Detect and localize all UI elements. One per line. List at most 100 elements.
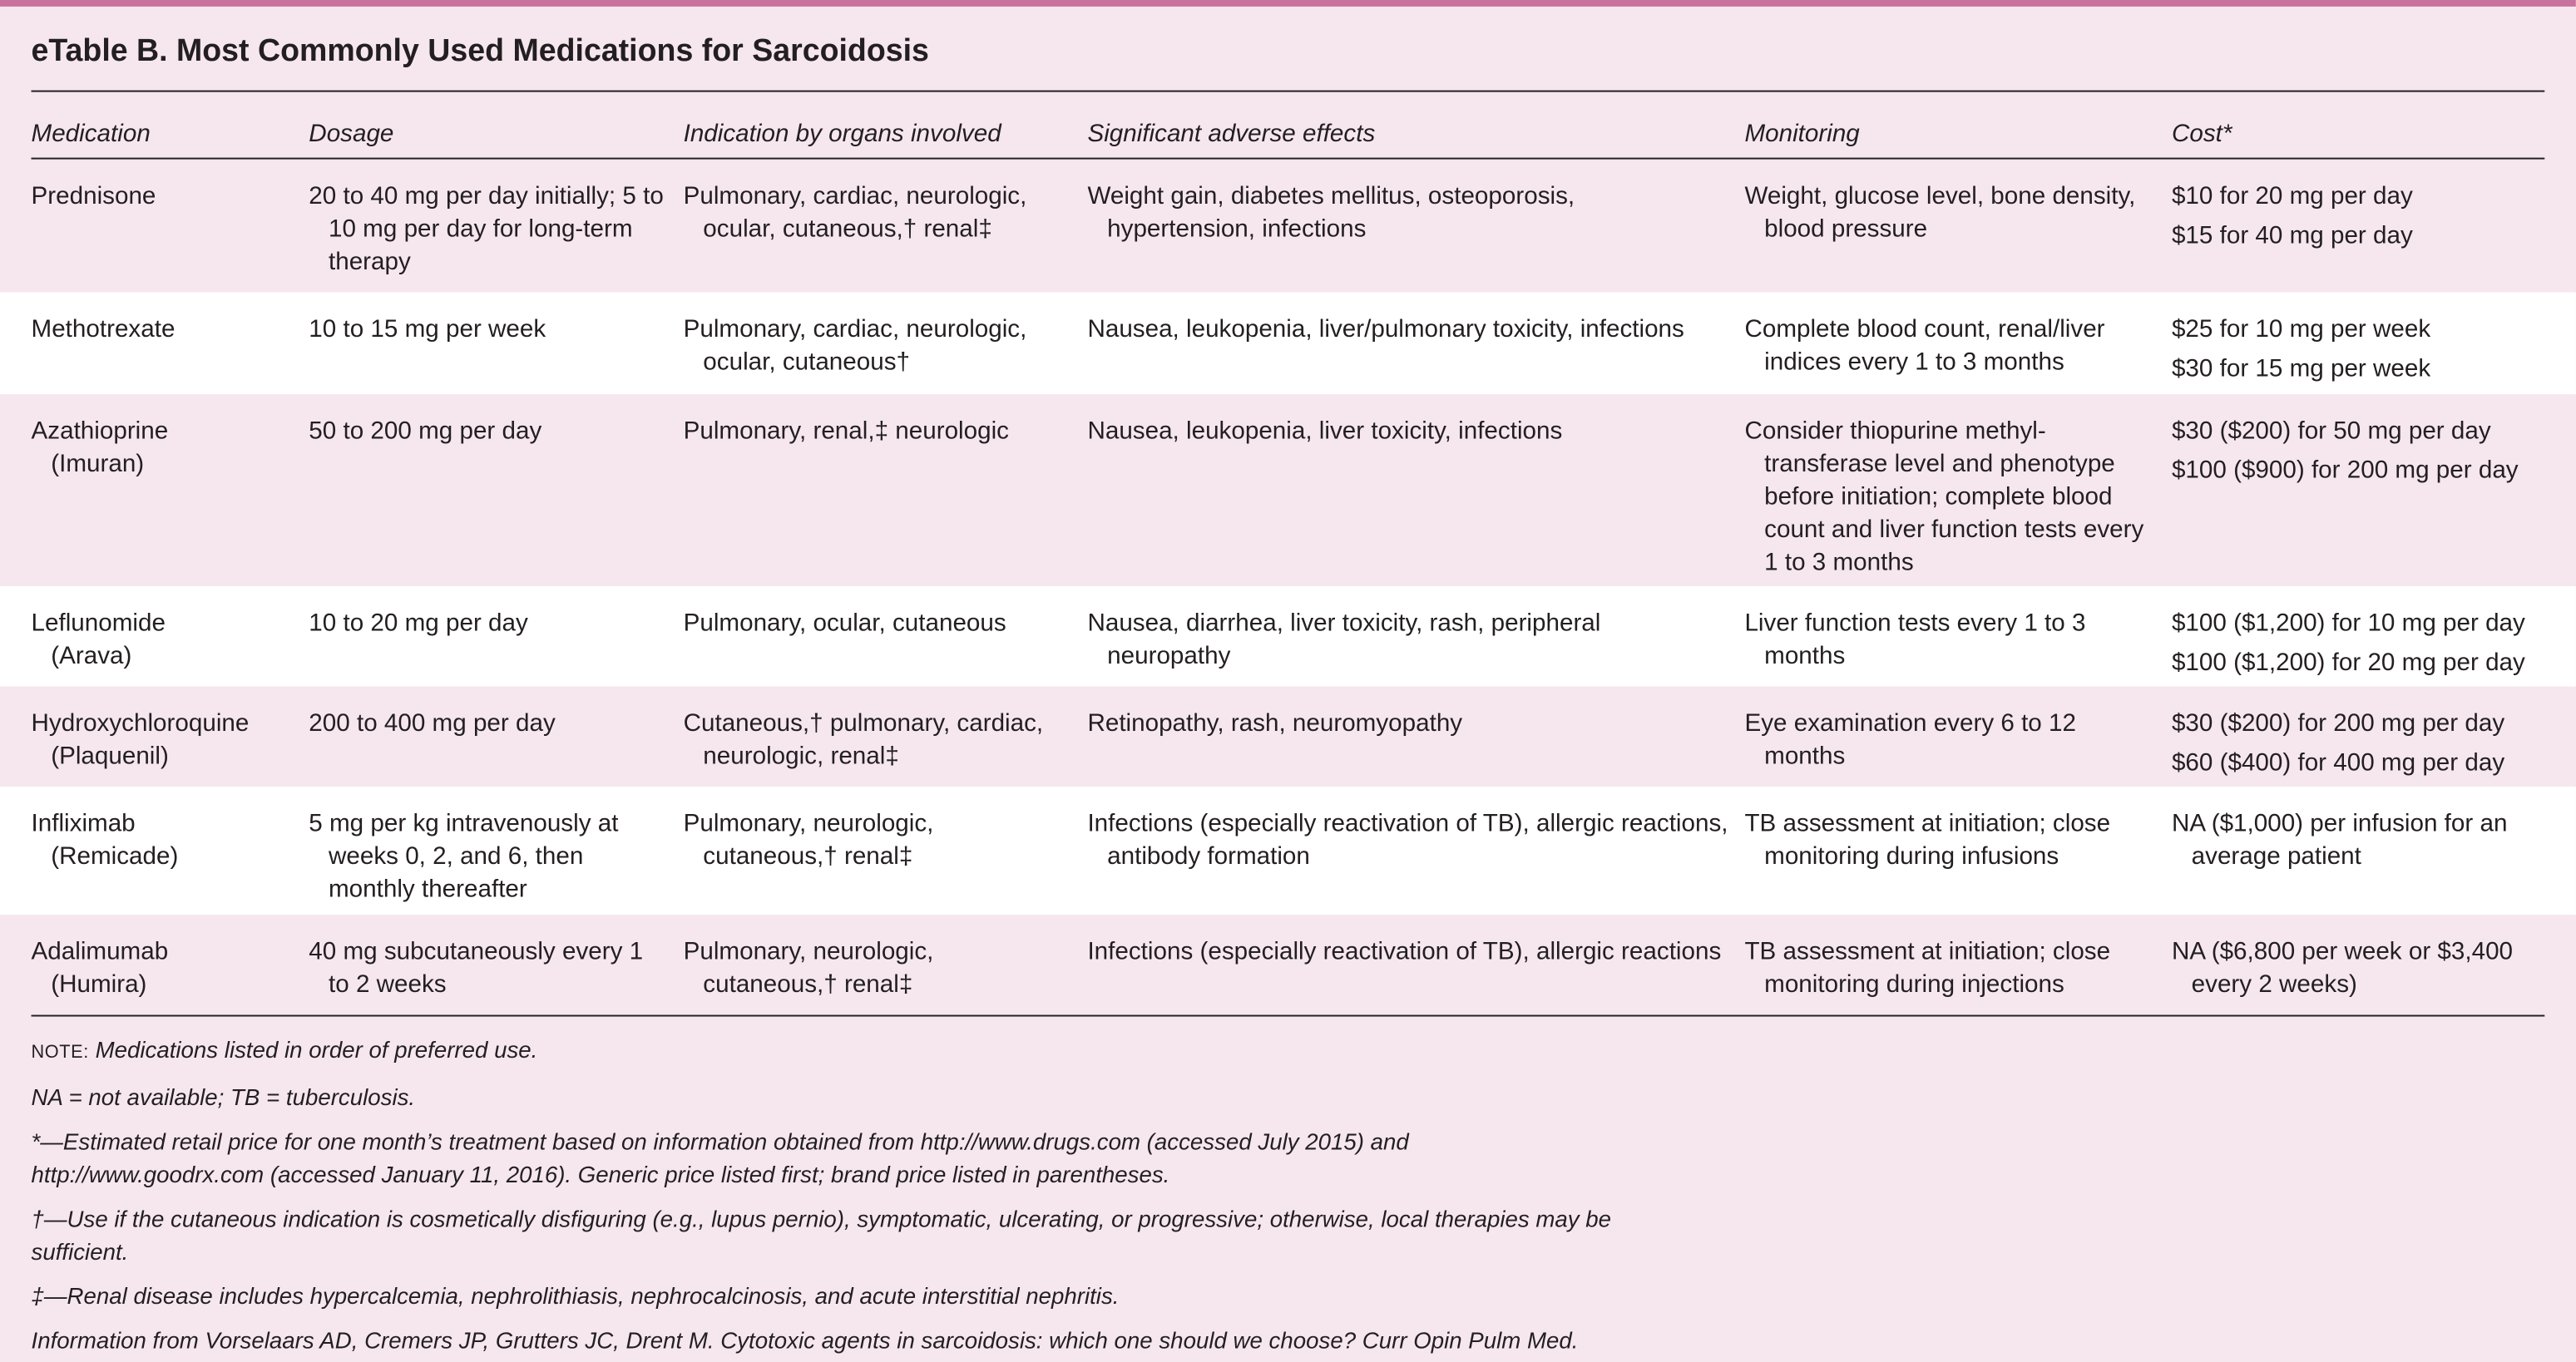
drug-name: Hydroxychloroquine [31,709,250,738]
brand-name: (Remicade) [51,842,179,871]
note: *—Estimated retail price for one month’s… [32,1125,1642,1191]
note-text: *—Estimated retail price for one month’s… [31,1128,1409,1187]
table-cell: Weight gain, diabetes mellitus, osteopor… [1087,160,1744,293]
cost-entry: $30 ($200) for 200 mg per day [2171,709,2505,738]
cell-text: Liver function tests every 1 to 3 months [1744,609,2086,670]
cell-text: 40 mg subcutaneously every 1 to 2 weeks [309,937,644,999]
note: Information from Vorselaars AD, Cremers … [32,1324,1642,1362]
table-cell: Consider thiopurine methyl-transferase l… [1744,394,2172,586]
table-cell: Pulmonary, ocular, cutaneous [684,586,1088,686]
cost-entry: $30 ($200) for 50 mg per day [2171,417,2491,446]
table-cell: Retinopathy, rash, neuromyopathy [1087,687,1744,787]
note: †—Use if the cutaneous indication is cos… [32,1202,1642,1268]
cell-text: Nausea, leukopenia, liver toxicity, infe… [1087,417,1563,446]
table-cell: Leflunomide (Arava) [32,586,309,686]
table-cell: Liver function tests every 1 to 3 months [1744,586,2172,686]
note-text: Medications listed in order of preferred… [95,1036,538,1063]
cell-text: Infections (especially reactivation of T… [1087,809,1728,871]
cell-text: 5 mg per kg intravenously at weeks 0, 2,… [309,809,619,904]
cell-text: Infections (especially reactivation of T… [1087,937,1722,966]
brand-name: (Arava) [51,642,132,670]
drug-name: Leflunomide [31,609,166,638]
table-cell: Pulmonary, cardiac, neurologic, ocular, … [684,160,1088,293]
header-cell: Indication by organs involved [683,120,1001,148]
table-cell: Pulmonary, renal,‡ neurologic [684,394,1088,586]
header-cell: Cost* [2171,120,2232,148]
table-row: Prednisone 20 to 40 mg per day initially;… [0,160,2576,293]
table-cell: Prednisone [32,160,309,293]
cost-entry: $60 ($400) for 400 mg per day [2171,748,2505,777]
note-text: Information from Vorselaars AD, Cremers … [31,1326,1579,1362]
drug-name: Prednisone [31,182,156,210]
table-cell: Hydroxychloroquine (Plaquenil) [32,687,309,787]
header-row: Medication Dosage Indication by organs inv… [31,90,2545,160]
cell-text: Pulmonary, neurologic, cutaneous,† renal… [683,809,934,871]
cell-text: Nausea, leukopenia, liver/pulmonary toxi… [1087,315,1684,343]
table-cell: Pulmonary, cardiac, neurologic, ocular, … [684,293,1088,394]
table-cell: 10 to 15 mg per week [309,293,683,394]
table-cell: $30 ($200) for 200 mg per day $60 ($400) … [2172,687,2544,787]
table-cell: $30 ($200) for 50 mg per day $100 ($900) … [2172,394,2544,586]
drug-name: Azathioprine [31,417,169,446]
cell-text: Pulmonary, ocular, cutaneous [683,609,1006,638]
cost-entry: NA ($6,800 per week or $3,400 every 2 we… [2171,937,2514,999]
cell-text: Eye examination every 6 to 12 months [1744,709,2076,771]
table-row: Infliximab (Remicade) 5 mg per kg intraven… [0,787,2576,915]
note: ‡—Renal disease includes hypercalcemia, … [32,1280,1642,1313]
drug-name: Adalimumab [31,937,169,966]
cell-text: 10 to 15 mg per week [309,315,546,343]
table-cell: NA ($6,800 per week or $3,400 every 2 we… [2172,915,2544,1014]
note-text: †—Use if the cutaneous indication is cos… [31,1205,1612,1265]
table-cell: Cutaneous,† pulmonary, cardiac, neurolog… [684,687,1088,787]
cost-entry: $100 ($1,200) for 20 mg per day [2171,649,2525,677]
header-cell: Dosage [309,120,394,148]
table-cell: 5 mg per kg intravenously at weeks 0, 2,… [309,787,683,915]
cell-text: Weight, glucose level, bone density, blo… [1744,182,2136,244]
table-cell: Nausea, leukopenia, liver toxicity, infe… [1087,394,1744,586]
table-cell: 200 to 400 mg per day [309,687,683,787]
table-cell: Infections (especially reactivation of T… [1087,787,1744,915]
brand-name: (Humira) [51,970,147,999]
table-cell: Infliximab (Remicade) [32,787,309,915]
rule [31,1014,2545,1017]
note-text: NA = not available; TB = tuberculosis. [31,1083,416,1111]
table-cell: Weight, glucose level, bone density, blo… [1744,160,2172,293]
table-cell: Nausea, diarrhea, liver toxicity, rash, … [1087,586,1744,686]
table-cell: Azathioprine (Imuran) [32,394,309,586]
drug-name: Infliximab [31,809,136,838]
header-cell: Significant adverse effects [1087,120,1376,148]
cell-text: Complete blood count, renal/liver indice… [1744,315,2105,377]
cell-text: Retinopathy, rash, neuromyopathy [1087,709,1463,738]
cell-text: 200 to 400 mg per day [309,709,556,738]
cost-entry: $25 for 10 mg per week [2171,315,2431,343]
table-cell: Infections (especially reactivation of T… [1087,915,1744,1014]
table-cell: Eye examination every 6 to 12 months [1744,687,2172,787]
table-cell: Methotrexate [32,293,309,394]
cost-entry: $10 for 20 mg per day [2171,182,2413,210]
table-cell: $10 for 20 mg per day $15 for 40 mg per d… [2172,160,2544,293]
cell-text: 20 to 40 mg per day initially; 5 to 10 m… [309,182,664,276]
table-row: Leflunomide (Arava) 10 to 20 mg per day Pul… [0,586,2576,687]
table-cell: TB assessment at initiation; close monit… [1744,915,2172,1014]
header-cell: Medication [31,120,151,148]
cell-text: Pulmonary, renal,‡ neurologic [683,417,1009,446]
table-cell: Pulmonary, neurologic, cutaneous,† renal… [684,915,1088,1014]
cell-text: Pulmonary, cardiac, neurologic, ocular, … [683,315,1027,377]
table-cell: Adalimumab (Humira) [32,915,309,1014]
cell-text: 10 to 20 mg per day [309,609,528,638]
table-title: eTable B. Most Commonly Used Medications… [31,34,929,69]
cell-text: 50 to 200 mg per day [309,417,542,446]
table-cell: $100 ($1,200) for 10 mg per day $100 ($1,… [2172,586,2544,686]
note-label: NOTE: [31,1043,89,1063]
note: NA = not available; TB = tuberculosis. [32,1081,1642,1114]
table-cell: 40 mg subcutaneously every 1 to 2 weeks [309,915,683,1014]
table-row: Hydroxychloroquine (Plaquenil) 200 to 400 … [0,687,2576,787]
cell-text: TB assessment at initiation; close monit… [1744,809,2111,871]
cell-text: Pulmonary, neurologic, cutaneous,† renal… [683,937,934,999]
table-cell: 50 to 200 mg per day [309,394,683,586]
note-text: ‡—Renal disease includes hypercalcemia, … [31,1282,1120,1310]
header-cell: Monitoring [1744,120,1860,148]
table-cell: $25 for 10 mg per week $30 for 15 mg per … [2172,293,2544,394]
cell-text: Cutaneous,† pulmonary, cardiac, neurolog… [683,709,1044,771]
